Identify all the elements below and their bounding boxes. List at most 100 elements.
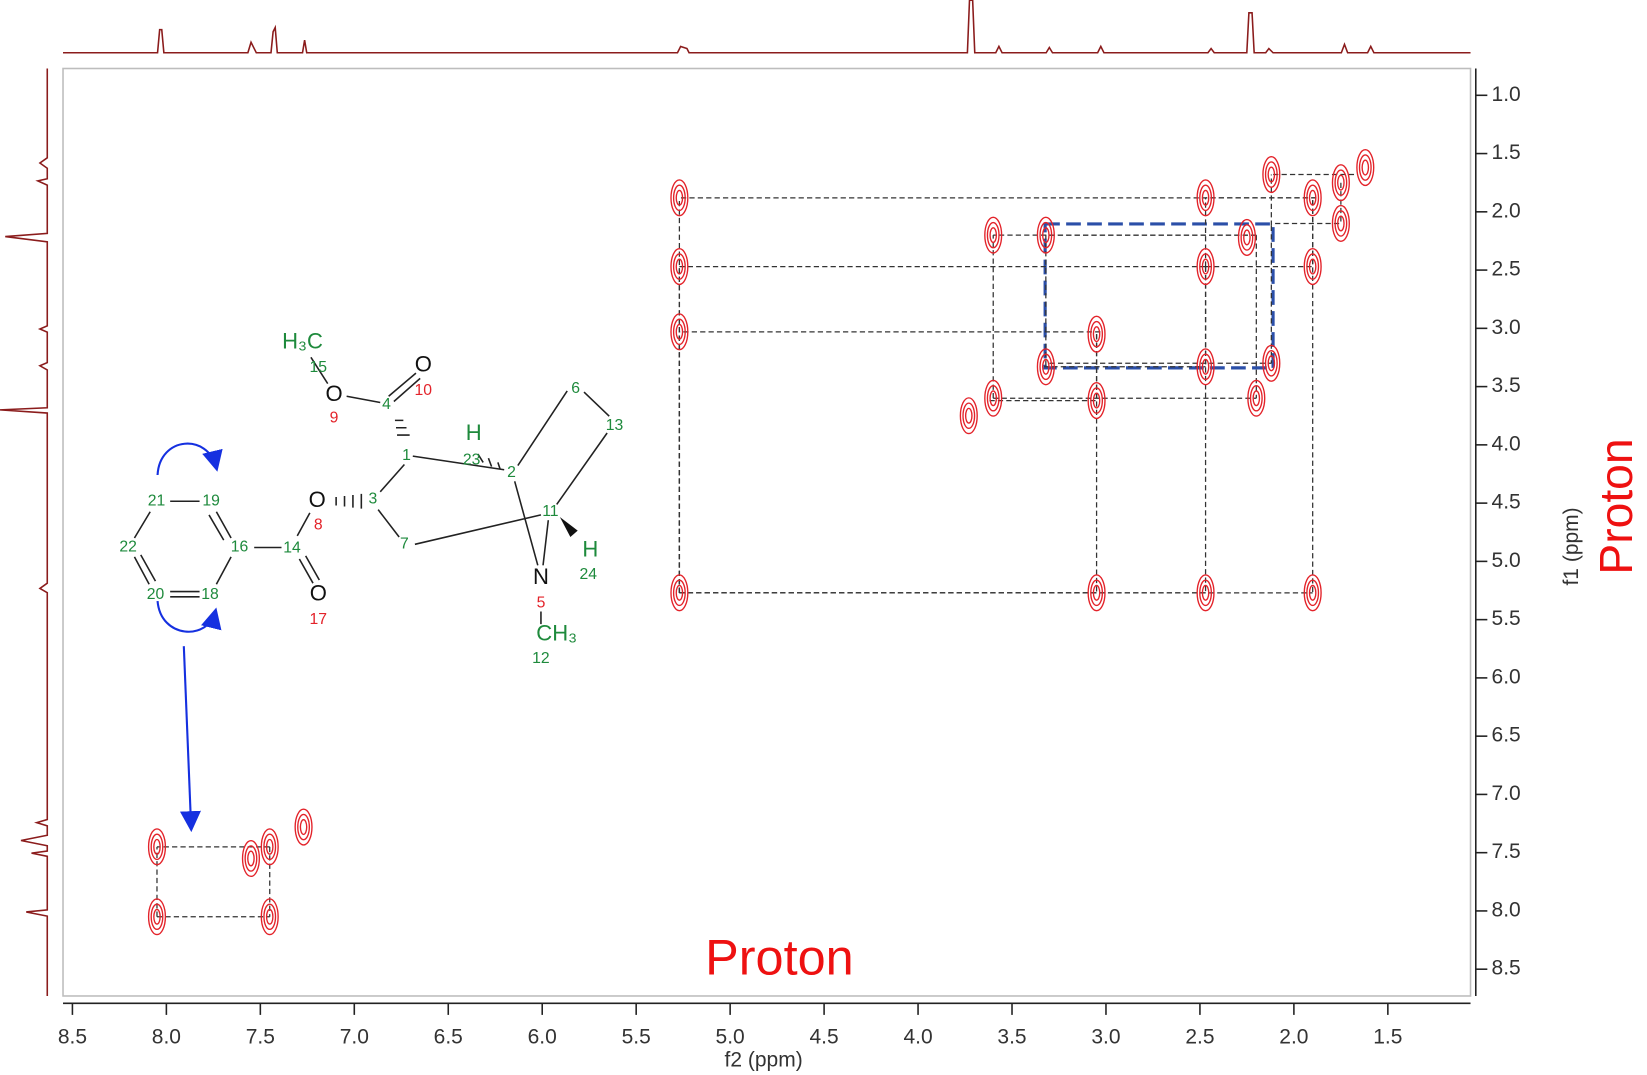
contour	[670, 313, 689, 351]
curved-arrow	[156, 442, 223, 476]
contour	[1196, 348, 1215, 386]
contour	[1308, 258, 1317, 275]
y-tick-label: 8.5	[1492, 957, 1521, 980]
contour	[1196, 248, 1215, 286]
contour	[1087, 574, 1106, 612]
contour	[260, 828, 279, 866]
cross-peak	[1356, 149, 1375, 187]
y-tick-label: 2.5	[1492, 258, 1521, 281]
atom-number: 15	[310, 359, 328, 376]
atom-number: 12	[532, 650, 550, 667]
contour	[263, 903, 277, 931]
y-tick-label: 1.0	[1492, 83, 1521, 106]
contour	[1306, 579, 1320, 607]
contour	[1090, 387, 1104, 414]
y-tick-label: 6.0	[1492, 665, 1521, 688]
cross-peak	[1331, 204, 1350, 243]
contour	[1361, 159, 1370, 176]
atom-number: 3	[369, 490, 378, 507]
atom-label: H₃C	[282, 328, 323, 353]
x-tick-label: 7.0	[340, 1026, 369, 1049]
cross-peak	[1036, 216, 1055, 254]
contour	[986, 221, 1000, 249]
structure: H₃C 15 O 9 4 O 10 1 H 23 2 6 13 11 H 24 …	[119, 328, 624, 833]
atom-number: 19	[202, 492, 220, 509]
cross-peak	[1196, 248, 1215, 286]
contour	[989, 390, 998, 407]
atom-number: 22	[119, 539, 137, 556]
x-tick-label: 2.5	[1185, 1026, 1214, 1049]
cross-peak	[241, 839, 261, 878]
contour	[672, 579, 686, 607]
atom-number: 7	[400, 535, 409, 552]
contour	[263, 833, 277, 861]
contour	[153, 838, 161, 855]
contour	[964, 407, 973, 424]
contour	[672, 253, 686, 280]
contour	[984, 379, 1003, 417]
atom-number: 17	[310, 611, 328, 628]
contour	[1334, 169, 1348, 196]
contour	[147, 828, 167, 866]
contour	[670, 248, 689, 286]
contour	[147, 898, 167, 936]
atom-number: 8	[314, 517, 323, 534]
contour	[294, 808, 313, 846]
contour	[1092, 584, 1101, 601]
contour	[1201, 189, 1210, 206]
atom-number: 2	[507, 464, 516, 481]
contour	[1303, 179, 1322, 217]
contour	[989, 227, 998, 244]
x-tick-label: 6.0	[528, 1026, 557, 1049]
cross-peak	[260, 828, 279, 866]
contour	[675, 323, 684, 340]
y-tick-label: 5.5	[1492, 607, 1521, 630]
contour	[1303, 248, 1322, 286]
x-tick-label: 3.0	[1091, 1026, 1120, 1049]
cross-peak	[260, 898, 279, 936]
x-tick-label: 1.5	[1373, 1026, 1402, 1049]
atom-number: 5	[537, 594, 546, 611]
contour	[675, 189, 684, 206]
x-tick-label: 4.0	[903, 1026, 932, 1049]
contour	[1199, 353, 1213, 381]
atom-label: H	[466, 420, 482, 445]
contour	[1306, 253, 1320, 280]
atom-number: 20	[147, 586, 165, 603]
atom-number: 13	[606, 417, 624, 434]
y-tick-label: 1.5	[1492, 141, 1521, 164]
x-tick-label: 5.0	[716, 1026, 745, 1049]
atom-number: 21	[148, 492, 166, 509]
cross-peak	[1196, 574, 1215, 612]
hash-bond	[335, 419, 501, 509]
atom-label: N	[533, 564, 549, 589]
x-tick-label: 8.0	[152, 1026, 181, 1049]
y-tick-label: 8.0	[1492, 898, 1521, 921]
cross-peak	[670, 179, 689, 217]
contour	[1090, 320, 1104, 348]
atom-number: 9	[330, 409, 339, 426]
atom-label: O	[309, 487, 326, 512]
contour	[1087, 315, 1106, 353]
contour	[1356, 149, 1375, 187]
contour	[244, 845, 258, 872]
cross-peak	[1087, 574, 1106, 612]
contour	[1240, 224, 1254, 251]
contour	[1308, 584, 1317, 601]
contour	[986, 384, 1000, 412]
x-tick-label: 5.5	[622, 1026, 651, 1049]
contour	[670, 179, 689, 217]
y-annotation: Proton	[1590, 438, 1642, 574]
cross-peak	[147, 898, 167, 936]
contour	[1267, 355, 1276, 372]
cross-peak	[294, 808, 313, 846]
atom-number: 6	[571, 380, 580, 397]
atom-number: 4	[382, 396, 391, 413]
y-tick-label: 3.0	[1492, 316, 1521, 339]
y-axis-label: f1 (ppm)	[1560, 507, 1583, 585]
contour	[1199, 184, 1213, 212]
contour	[1306, 184, 1320, 212]
cross-peak	[984, 379, 1003, 417]
contour	[297, 813, 311, 841]
contour	[1337, 174, 1345, 191]
